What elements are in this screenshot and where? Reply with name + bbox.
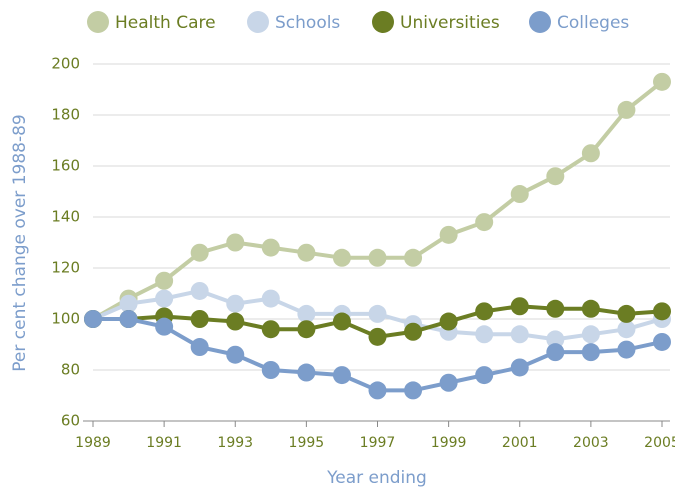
data-point <box>332 248 351 267</box>
y-tick-label: 100 <box>51 310 80 328</box>
y-tick-label: 120 <box>51 259 80 277</box>
data-point <box>84 310 102 328</box>
y-tick-label: 80 <box>61 361 80 379</box>
x-tick-label: 1993 <box>217 435 253 451</box>
legend-label: Universities <box>400 13 500 33</box>
data-point <box>404 322 423 341</box>
data-point <box>368 381 387 400</box>
data-point <box>475 366 494 385</box>
data-point <box>297 304 316 323</box>
x-tick-label: 1995 <box>289 435 325 451</box>
data-point <box>261 361 280 379</box>
data-point <box>368 248 387 267</box>
data-point <box>439 225 458 244</box>
data-point <box>617 100 636 119</box>
data-point <box>261 289 280 308</box>
y-tick-label: 160 <box>51 157 80 175</box>
data-point <box>261 320 280 339</box>
data-point <box>546 330 565 349</box>
legend-label: Health Care <box>115 13 216 33</box>
data-point <box>155 271 174 290</box>
data-point <box>581 325 600 344</box>
data-point <box>190 243 209 262</box>
data-point <box>617 304 636 323</box>
y-tick-label: 60 <box>61 412 80 430</box>
x-tick-label: 2005 <box>644 435 675 451</box>
data-point <box>226 312 245 331</box>
data-point <box>475 325 494 344</box>
data-point <box>368 327 387 346</box>
y-tick-label: 180 <box>51 106 80 124</box>
x-tick-label: 1989 <box>75 435 111 451</box>
legend-marker <box>247 11 269 33</box>
data-point <box>226 294 245 313</box>
x-axis-label: Year ending <box>326 468 427 488</box>
data-point <box>261 238 280 257</box>
data-point <box>226 345 245 364</box>
y-tick-label: 200 <box>51 55 80 73</box>
data-point <box>546 343 565 362</box>
legend-marker <box>372 11 394 33</box>
series-line <box>92 80 664 321</box>
data-point <box>332 366 351 385</box>
data-point <box>439 312 458 331</box>
data-point <box>404 381 423 400</box>
data-point <box>190 281 209 300</box>
data-point <box>581 299 600 318</box>
x-tick-label: 1997 <box>360 435 396 451</box>
data-point <box>368 304 387 323</box>
data-point <box>155 317 174 336</box>
data-point <box>404 248 423 267</box>
data-point <box>510 297 529 316</box>
data-point <box>297 320 316 339</box>
data-point <box>581 144 600 163</box>
data-point <box>155 289 174 308</box>
data-point <box>653 302 671 321</box>
legend-marker <box>87 11 109 33</box>
x-tick-label: 1999 <box>431 435 467 451</box>
data-point <box>475 302 494 321</box>
legend-label: Schools <box>275 13 340 33</box>
x-tick-label: 2001 <box>502 435 538 451</box>
data-point <box>510 325 529 344</box>
legend-marker <box>529 11 551 33</box>
data-point <box>119 310 138 328</box>
data-point <box>581 343 600 362</box>
y-tick-label: 140 <box>51 208 80 226</box>
data-point <box>190 310 209 328</box>
data-point <box>653 332 671 351</box>
x-tick-label: 2003 <box>573 435 609 451</box>
data-point <box>510 185 529 204</box>
data-point <box>297 363 316 382</box>
data-point <box>190 338 209 357</box>
data-point <box>439 373 458 392</box>
data-point <box>510 358 529 377</box>
data-point <box>226 233 245 252</box>
data-point <box>617 340 636 359</box>
data-point <box>475 213 494 232</box>
data-point <box>119 294 138 313</box>
data-point <box>297 243 316 262</box>
legend-label: Colleges <box>557 13 629 33</box>
data-point <box>332 312 351 331</box>
x-tick-label: 1991 <box>146 435 182 451</box>
data-point <box>617 320 636 339</box>
data-point <box>653 72 671 91</box>
y-axis-label: Per cent change over 1988-89 <box>10 114 30 371</box>
data-point <box>546 167 565 186</box>
data-point <box>546 299 565 318</box>
